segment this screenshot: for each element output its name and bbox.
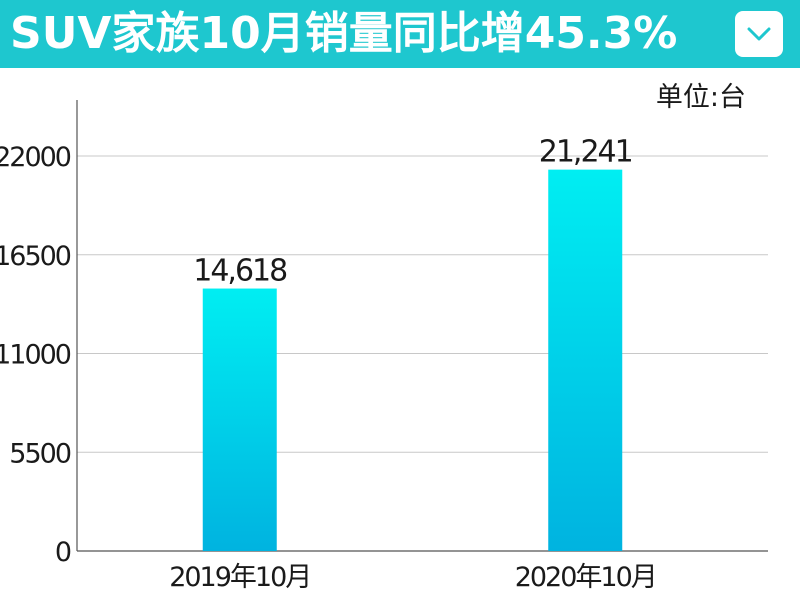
page-title: SUV家族10月销量同比增45.3%	[10, 8, 678, 59]
unit-label: 单位:台	[656, 82, 746, 113]
y-tick-label: 16500	[0, 241, 71, 272]
y-tick-label: 22000	[0, 142, 71, 173]
labels: 0 5500 11000 16500 22000 14,618 2019年10月 21,241…	[0, 135, 658, 593]
bar-chart: 0 5500 11000 16500 22000 14,618 2019年10月 21,241…	[0, 82, 768, 593]
bar-value-label: 21,241	[539, 135, 632, 170]
axes	[76, 100, 768, 552]
grid-lines	[77, 155, 768, 453]
y-tick-label: 11000	[0, 340, 71, 371]
bar-value-label: 14,618	[193, 254, 287, 289]
bar	[202, 288, 277, 551]
bar	[548, 169, 623, 551]
y-tick-label: 0	[55, 537, 71, 568]
x-category-label: 2019年10月	[169, 562, 310, 593]
chevron-down-icon	[747, 27, 771, 41]
bars	[202, 169, 623, 551]
header-bar: SUV家族10月销量同比增45.3%	[0, 0, 800, 68]
y-tick-label: 5500	[9, 438, 71, 469]
x-category-label: 2020年10月	[515, 562, 656, 593]
dropdown-button[interactable]	[735, 11, 783, 57]
